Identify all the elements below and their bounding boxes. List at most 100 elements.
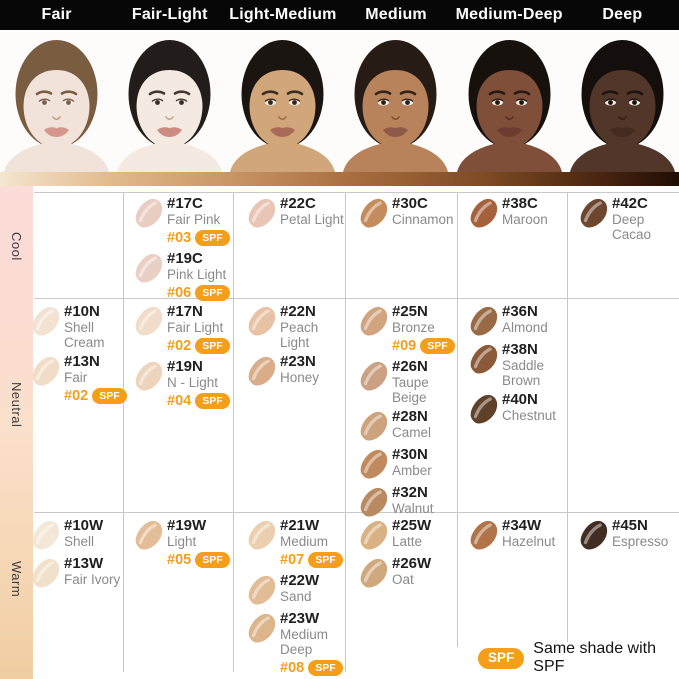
grid-line <box>34 298 679 299</box>
undertone-label-neutral: Neutral <box>9 382 24 428</box>
shade-name: Camel <box>392 425 432 440</box>
shade-swatch <box>248 198 276 228</box>
spf-badge: SPF <box>195 338 230 354</box>
cell-cool-medium-deep: #38C Maroon <box>468 196 564 234</box>
shade-name: Taupe Beige <box>392 375 429 405</box>
spf-alt-code: #02 <box>167 338 192 354</box>
shade-swatch <box>135 361 163 391</box>
shade-code: #23N <box>280 353 316 370</box>
depth-category-header: Fair Fair-Light Light-Medium Medium Medi… <box>0 0 679 30</box>
shade-code: #21W <box>280 517 320 534</box>
shoulders <box>4 143 109 172</box>
lips <box>44 127 69 137</box>
shade-entry: #22N Peach Light <box>246 304 342 350</box>
shade-name: Espresso <box>612 534 669 549</box>
spf-alt-code: #03 <box>167 230 192 246</box>
undertone-label-warm: Warm <box>9 560 24 598</box>
shade-name: Latte <box>392 534 423 549</box>
face-portrait-fair-light <box>117 40 223 172</box>
shade-code: #30N <box>392 446 428 463</box>
shade-name: Deep Cacao <box>612 212 652 242</box>
grid-line <box>123 192 124 672</box>
shade-code: #34W <box>502 517 542 534</box>
cell-cool-medium: #30C Cinnamon <box>358 196 454 234</box>
undertone-label-cool: Cool <box>9 231 24 261</box>
category-label-light-medium: Light-Medium <box>229 6 337 23</box>
shade-code: #13W <box>64 555 104 572</box>
shade-name: Pink Light <box>167 267 227 282</box>
face-portrait-row <box>0 30 679 172</box>
shade-swatch <box>360 361 388 391</box>
shade-entry: #10N Shell Cream <box>30 304 120 350</box>
shade-code: #10N <box>64 303 100 320</box>
shade-swatch <box>248 306 276 336</box>
spf-badge: SPF <box>420 338 455 354</box>
spf-alt-code: #07 <box>280 552 305 568</box>
shade-swatch <box>135 306 163 336</box>
shade-entry: #25N Bronze #09 SPF <box>358 304 455 355</box>
shade-name: Maroon <box>502 212 548 227</box>
shade-swatch <box>32 356 60 386</box>
face-cell-fair <box>0 30 114 172</box>
category-label-medium-deep: Medium-Deep <box>455 6 563 23</box>
shade-code: #30C <box>392 195 428 212</box>
shade-entry: #19W Light #05 SPF <box>133 518 230 569</box>
shade-entry: #19C Pink Light #06 SPF <box>133 251 230 302</box>
spf-alt-code: #08 <box>280 660 305 676</box>
shade-swatch <box>360 487 388 517</box>
shade-entry: #34W Hazelnut <box>468 518 564 552</box>
shade-entry: #17C Fair Pink #03 SPF <box>133 196 230 247</box>
shade-name: N - Light <box>167 375 219 390</box>
undertone-sidebar <box>0 186 33 679</box>
shade-swatch <box>470 344 498 374</box>
shade-code: #22N <box>280 303 316 320</box>
spf-badge: SPF <box>308 660 343 676</box>
cell-warm-medium: #25W Latte #26W Oat <box>358 518 454 594</box>
shade-entry: #19N N - Light #04 SPF <box>133 359 230 410</box>
spf-badge: SPF <box>308 552 343 568</box>
shade-code: #28N <box>392 408 428 425</box>
shade-entry: #30C Cinnamon <box>358 196 454 230</box>
shade-name: Medium <box>280 534 329 549</box>
shade-entry: #25W Latte <box>358 518 454 552</box>
spf-alt-code: #09 <box>392 338 417 354</box>
shade-entry: #23N Honey <box>246 354 342 388</box>
shade-code: #26N <box>392 358 428 375</box>
shade-code: #17C <box>167 195 203 212</box>
shade-entry: #23W Medium Deep #08 SPF <box>246 611 343 677</box>
cell-warm-medium-deep: #34W Hazelnut <box>468 518 564 556</box>
shade-code: #26W <box>392 555 432 572</box>
face-portrait-medium <box>343 40 449 172</box>
shade-entry: #10W Shell <box>30 518 120 552</box>
shade-code: #25W <box>392 517 432 534</box>
category-label-fair-light: Fair-Light <box>131 6 208 23</box>
shade-entry: #40N Chestnut <box>468 392 564 426</box>
spf-alt-code: #04 <box>167 393 192 409</box>
shade-swatch <box>248 356 276 386</box>
shade-swatch <box>360 411 388 441</box>
shade-name: Fair <box>64 370 88 385</box>
shade-entry: #32N Walnut <box>358 485 454 519</box>
shade-name: Light <box>167 534 197 549</box>
cell-neutral-medium: #25N Bronze #09 SPF #26N Taupe Beige #28N <box>358 304 455 523</box>
shade-swatch <box>470 394 498 424</box>
cell-warm-fair: #10W Shell #13W Fair Ivory <box>30 518 120 594</box>
cell-warm-deep: #45N Espresso <box>578 518 677 556</box>
shade-swatch <box>135 520 163 550</box>
shade-name: Medium Deep <box>280 627 329 657</box>
shade-swatch <box>135 253 163 283</box>
shade-code: #19W <box>167 517 207 534</box>
shade-code: #19N <box>167 358 203 375</box>
shade-swatch <box>360 306 388 336</box>
spf-badge: SPF <box>195 230 230 246</box>
face-portrait-fair <box>4 40 109 172</box>
shade-entry: #13N Fair #02 SPF <box>30 354 127 405</box>
spf-legend-text: Same shade with SPF <box>533 640 656 675</box>
shade-code: #10W <box>64 517 104 534</box>
face-cell-fair-light <box>113 30 227 172</box>
shade-name: Oat <box>392 572 414 587</box>
category-label-deep: Deep <box>602 6 643 23</box>
grid-line <box>457 192 458 647</box>
face-cell-medium <box>339 30 453 172</box>
